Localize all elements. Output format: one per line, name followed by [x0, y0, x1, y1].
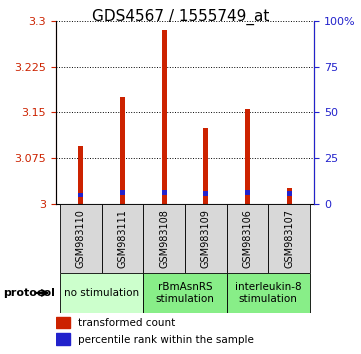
Bar — [60, 204, 102, 273]
Bar — [227, 273, 310, 313]
Bar — [245, 109, 250, 204]
Text: percentile rank within the sample: percentile rank within the sample — [78, 335, 254, 344]
Text: rBmAsnRS
stimulation: rBmAsnRS stimulation — [156, 282, 214, 304]
Text: GSM983106: GSM983106 — [243, 209, 252, 268]
Bar — [162, 190, 167, 195]
Bar — [56, 333, 70, 345]
Bar — [143, 204, 185, 273]
Bar — [78, 193, 83, 198]
Bar — [143, 273, 227, 313]
Text: protocol: protocol — [4, 288, 56, 298]
Text: transformed count: transformed count — [78, 318, 175, 328]
Bar — [162, 30, 167, 204]
Bar — [245, 190, 250, 195]
Text: GSM983109: GSM983109 — [201, 209, 211, 268]
Bar — [102, 204, 143, 273]
Text: GSM983111: GSM983111 — [118, 209, 127, 268]
Bar — [227, 204, 268, 273]
Bar — [203, 127, 208, 204]
Text: GDS4567 / 1555749_at: GDS4567 / 1555749_at — [92, 9, 269, 25]
Text: GSM983108: GSM983108 — [159, 209, 169, 268]
Bar — [203, 192, 208, 196]
Text: GSM983110: GSM983110 — [76, 209, 86, 268]
Text: interleukin-8
stimulation: interleukin-8 stimulation — [235, 282, 301, 304]
Bar — [185, 204, 227, 273]
Bar — [120, 190, 125, 195]
Bar — [120, 97, 125, 204]
Text: no stimulation: no stimulation — [64, 288, 139, 298]
Bar — [60, 273, 143, 313]
Bar — [56, 316, 70, 329]
Text: GSM983107: GSM983107 — [284, 209, 294, 268]
Bar — [78, 146, 83, 204]
Bar — [287, 192, 292, 196]
Bar — [287, 188, 292, 204]
Bar — [268, 204, 310, 273]
